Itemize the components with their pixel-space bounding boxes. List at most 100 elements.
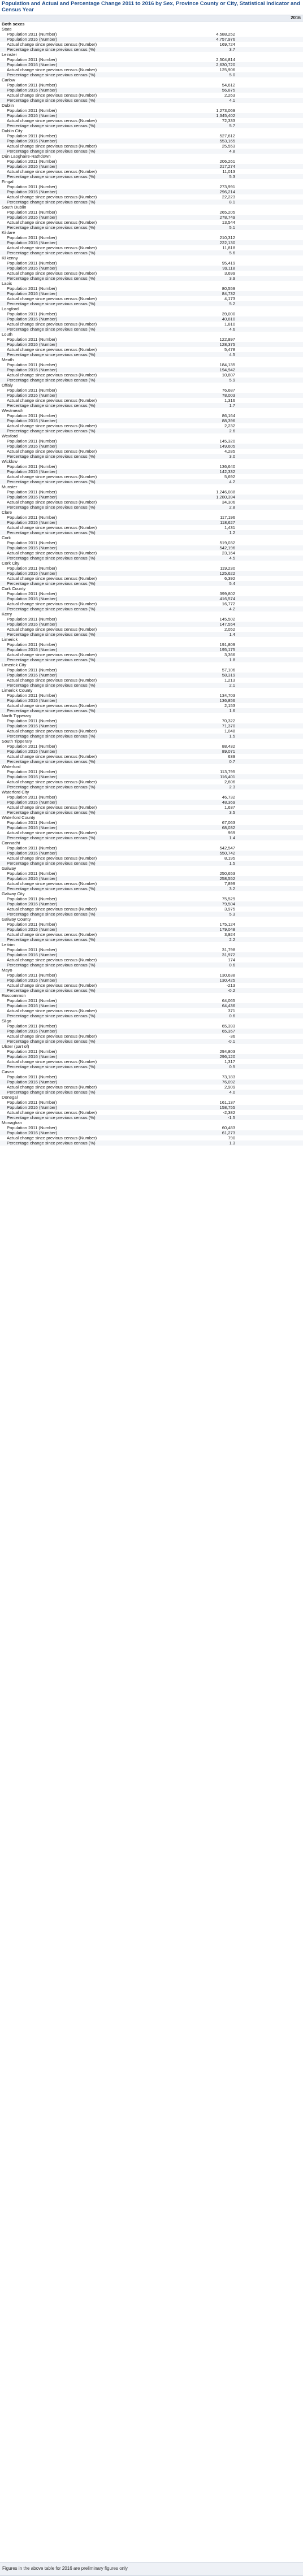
area-name: Dún Laoghaire-Rathdown <box>2 154 51 159</box>
indicator-value: 58,319 <box>167 673 303 678</box>
indicator-label: Population 2011 (Number) <box>7 108 57 113</box>
indicator-row: Percentage change since previous census … <box>0 454 303 459</box>
indicator-value: 65,357 <box>167 1029 303 1034</box>
indicator-row: Actual change since previous census (Num… <box>0 907 303 912</box>
indicator-row: Percentage change since previous census … <box>0 683 303 688</box>
indicator-value: 134,703 <box>219 693 235 698</box>
indicator-value: 5.2 <box>167 301 303 306</box>
indicator-label: Percentage change since previous census … <box>0 98 167 103</box>
indicator-label: Population 2016 (Number) <box>0 367 167 372</box>
area-row: State <box>0 27 303 32</box>
indicator-row: Population 2016 (Number) 88,396 <box>0 418 303 423</box>
indicator-value: 4.0 <box>167 1090 303 1095</box>
indicator-value: 6,392 <box>224 576 235 581</box>
indicator-value: 88,396 <box>167 418 303 423</box>
indicator-row: Percentage change since previous census … <box>0 606 303 612</box>
indicator-value: 4.5 <box>167 352 303 357</box>
indicator-label: Actual change since previous census (Num… <box>7 474 97 479</box>
indicator-row: Actual change since previous census (Num… <box>0 1008 303 1013</box>
indicator-value: 542,196 <box>167 545 303 550</box>
area-row: Kilkenny <box>0 255 303 261</box>
area-row: Waterford City <box>0 790 303 795</box>
indicator-label: Actual change since previous census (Num… <box>7 652 97 657</box>
indicator-value: 54,612 <box>222 83 235 88</box>
indicator-value: 2.1 <box>167 683 303 688</box>
indicator-label: Percentage change since previous census … <box>0 403 167 408</box>
area-row: Cork <box>0 535 303 540</box>
indicator-value: 145,502 <box>219 617 235 622</box>
area-row: Clare <box>0 510 303 515</box>
indicator-row: Population 2011 (Number) 273,991 <box>0 184 303 189</box>
indicator-row: Percentage change since previous census … <box>0 479 303 484</box>
indicator-label: Population 2016 (Number) <box>0 37 167 42</box>
indicator-label: Population 2016 (Number) <box>0 596 167 601</box>
indicator-value: 184,135 <box>219 362 235 367</box>
indicator-label: Actual change since previous census (Num… <box>7 118 97 123</box>
indicator-value: 16,772 <box>222 601 235 606</box>
indicator-row: Actual change since previous census (Num… <box>0 805 303 810</box>
area-name: Monaghan <box>2 1120 22 1125</box>
area-row: Cork City <box>0 561 303 566</box>
indicator-row: Actual change since previous census (Num… <box>0 67 303 72</box>
indicator-label: Population 2011 (Number) <box>7 159 57 164</box>
indicator-value: 4.5 <box>167 556 303 561</box>
indicator-label: Population 2016 (Number) <box>0 444 167 449</box>
indicator-value: 84,732 <box>167 291 303 296</box>
indicator-value: -36 <box>229 1034 235 1039</box>
indicator-label: Population 2011 (Number) <box>7 413 57 418</box>
indicator-label: Actual change since previous census (Num… <box>7 525 97 530</box>
indicator-label: Percentage change since previous census … <box>0 810 167 815</box>
indicator-value: 1.8 <box>167 657 303 662</box>
indicator-label: Population 2011 (Number) <box>7 667 57 673</box>
indicator-label: Percentage change since previous census … <box>0 1090 167 1095</box>
indicator-value: 46,732 <box>222 795 235 800</box>
area-name: Waterford County <box>2 815 36 820</box>
indicator-row: Actual change since previous census (Num… <box>0 449 303 454</box>
indicator-row: Population 2016 (Number) 89,071 <box>0 749 303 754</box>
indicator-row: Percentage change since previous census … <box>0 556 303 561</box>
indicator-row: Percentage change since previous census … <box>0 759 303 764</box>
area-row: Longford <box>0 306 303 311</box>
indicator-row: Population 2016 (Number) 58,319 <box>0 673 303 678</box>
indicator-row: Population 2011 (Number) 65,393 <box>0 1024 303 1029</box>
indicator-value: 1.5 <box>167 734 303 739</box>
indicator-row: Percentage change since previous census … <box>0 47 303 52</box>
indicator-row: Population 2011 (Number) 80,559 <box>0 286 303 291</box>
indicator-label: Percentage change since previous census … <box>0 352 167 357</box>
area-name: Cork County <box>2 586 26 591</box>
indicator-label: Population 2016 (Number) <box>0 113 167 118</box>
area-name: Westmeath <box>2 408 24 413</box>
indicator-value: 1.5 <box>167 861 303 866</box>
indicator-row: Population 2011 (Number) 88,432 <box>0 744 303 749</box>
indicator-value: 34,306 <box>222 500 235 505</box>
indicator-label: Actual change since previous census (Num… <box>7 1034 97 1039</box>
indicator-row: Actual change since previous census (Num… <box>0 728 303 734</box>
indicator-row: Population 2011 (Number) 175,124 <box>0 922 303 927</box>
area-row: Waterford <box>0 764 303 769</box>
area-row: Roscommon <box>0 993 303 998</box>
indicator-label: Actual change since previous census (Num… <box>7 983 97 988</box>
indicator-label: Population 2016 (Number) <box>0 571 167 576</box>
indicator-label: Percentage change since previous census … <box>0 454 167 459</box>
indicator-row: Population 2016 (Number) 40,810 <box>0 316 303 322</box>
indicator-row: Population 2011 (Number) 4,588,252 <box>0 32 303 37</box>
indicator-row: Population 2016 (Number) 136,856 <box>0 698 303 703</box>
indicator-label: Population 2011 (Number) <box>7 83 57 88</box>
indicator-row: Population 2016 (Number) 147,554 <box>0 622 303 627</box>
indicator-label: Percentage change since previous census … <box>0 530 167 535</box>
indicator-label: Actual change since previous census (Num… <box>7 728 97 734</box>
area-name: State <box>2 27 12 32</box>
indicator-value: 61,273 <box>167 1130 303 1135</box>
indicator-row: Population 2016 (Number) 128,375 <box>0 342 303 347</box>
indicator-row: Population 2011 (Number) 54,612 <box>0 83 303 88</box>
indicator-label: Population 2011 (Number) <box>7 1125 57 1130</box>
indicator-value: 3,975 <box>224 907 235 912</box>
indicator-label: Population 2016 (Number) <box>0 520 167 525</box>
indicator-row: Population 2016 (Number) 217,274 <box>0 164 303 169</box>
indicator-value: 75,529 <box>222 896 235 901</box>
area-row: Connacht <box>0 840 303 845</box>
indicator-value: 258,552 <box>167 876 303 881</box>
indicator-value: 399,802 <box>219 591 235 596</box>
indicator-label: Percentage change since previous census … <box>0 428 167 433</box>
indicator-value: 4,285 <box>224 449 235 454</box>
